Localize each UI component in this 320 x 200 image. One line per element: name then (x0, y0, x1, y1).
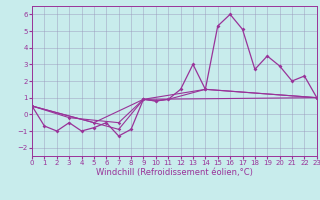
X-axis label: Windchill (Refroidissement éolien,°C): Windchill (Refroidissement éolien,°C) (96, 168, 253, 177)
